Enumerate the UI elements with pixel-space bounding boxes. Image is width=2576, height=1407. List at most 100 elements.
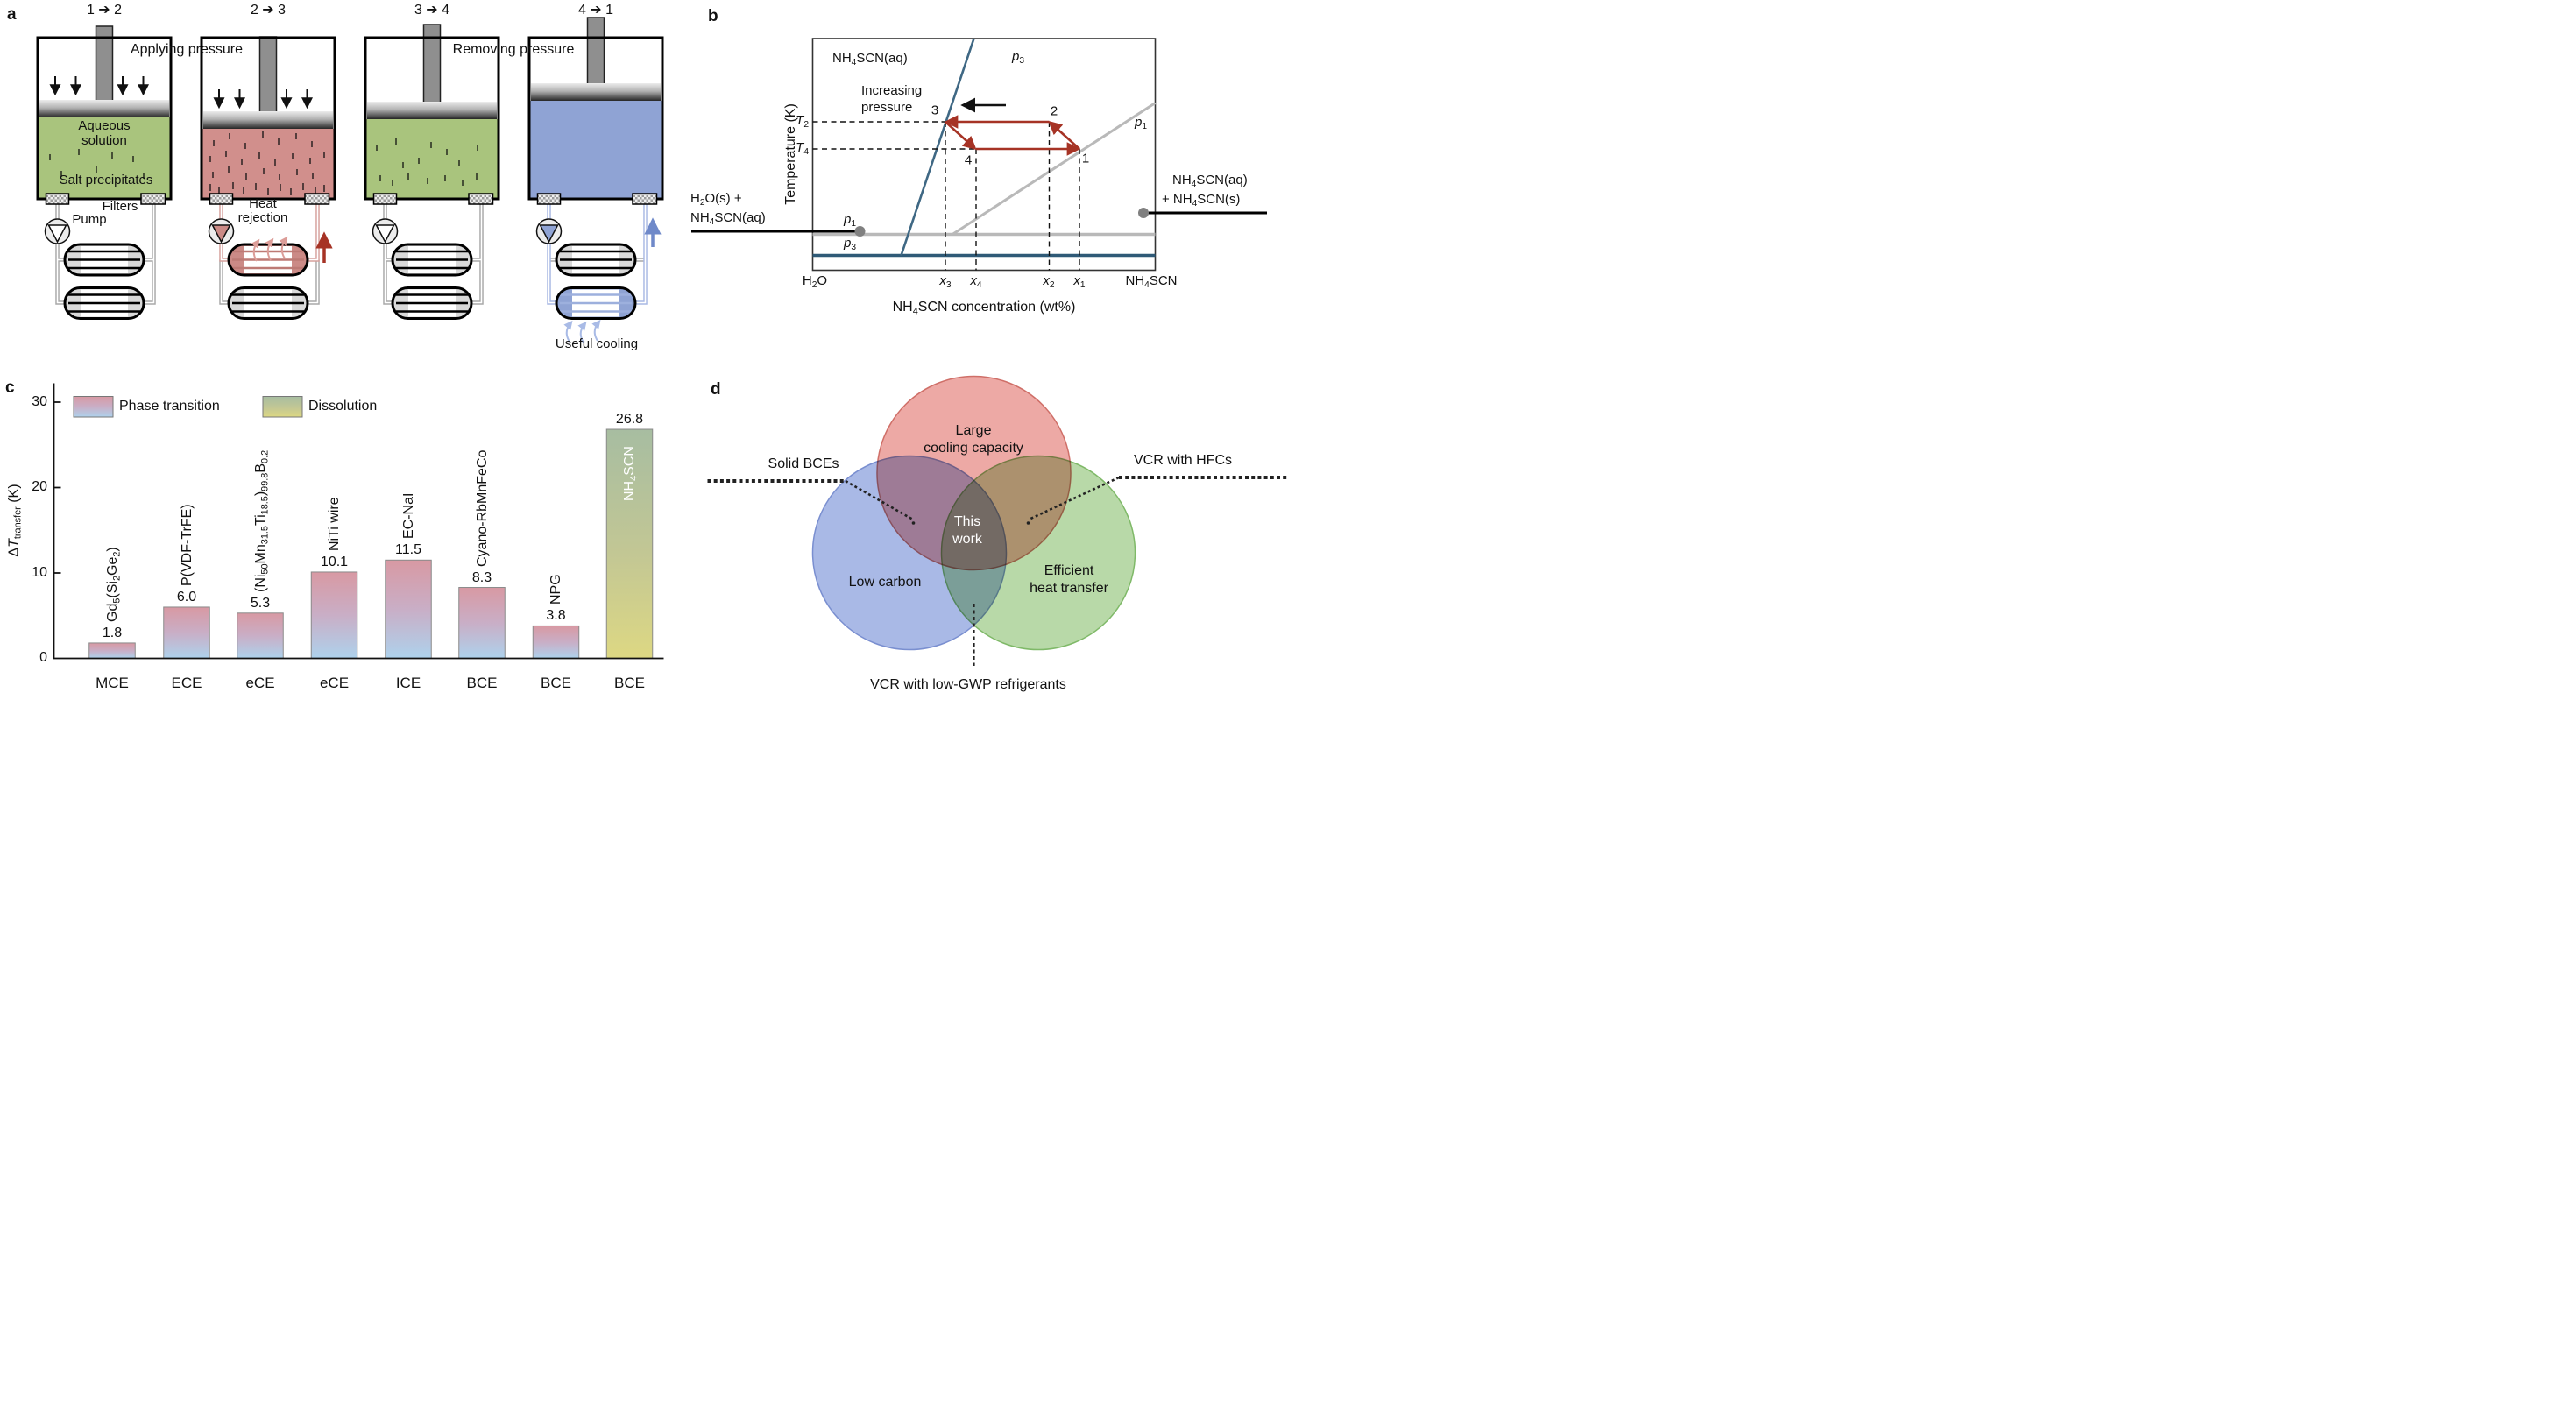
- bar-BCE-5: [458, 587, 506, 660]
- bar-category-3: eCE: [319, 675, 350, 691]
- plot-frame: [811, 38, 1157, 272]
- bar-material-3: NiTi wire: [327, 497, 342, 551]
- x-axis-title: NH4SCN concentration (wt%): [892, 300, 1076, 317]
- bar-category-1: ECE: [171, 675, 202, 691]
- bar-ECE-1: [163, 606, 210, 660]
- filter-right: [468, 193, 494, 205]
- bar-value-1: 6.0: [176, 589, 197, 605]
- venn-label-this-work-2: work: [952, 532, 982, 547]
- annotation-pointers: [707, 476, 1288, 666]
- bar-value-4: 11.5: [395, 542, 421, 558]
- point-1-label: 1: [1081, 151, 1090, 166]
- panel-b-phase-diagram: b Temperature (K) NH4SCN(aq) Increasing …: [690, 0, 1288, 377]
- bar-material-5: Cyano-RbMnFeCo: [474, 449, 490, 567]
- panel-c-bar-chart: c ΔTtransfer (K) 0 10 20 30 Phase transi…: [0, 377, 692, 704]
- piston-rod: [586, 17, 605, 90]
- bar-value-5: 8.3: [471, 569, 492, 585]
- bar-material-4: EC-NaI: [400, 492, 416, 540]
- pressure-down-arrows: [213, 89, 313, 110]
- heat-exchanger-2: [227, 286, 309, 320]
- legend-label-phase-transition: Phase transition: [119, 399, 220, 414]
- figure: a 1 ➔ 2 2 ➔ 3 3 ➔ 4 4 ➔ 1 Applying press…: [0, 0, 1288, 704]
- bar-category-6: BCE: [541, 675, 571, 691]
- T2-label: T2: [796, 112, 809, 130]
- heat-rejection-label: Heat: [249, 196, 277, 211]
- panel-a-cycle-schematic: a 1 ➔ 2 2 ➔ 3 3 ➔ 4 4 ➔ 1 Applying press…: [0, 0, 692, 377]
- bar-value-2: 5.3: [250, 595, 271, 611]
- piston-head: [531, 83, 661, 101]
- y-axis-ticks: [53, 401, 61, 574]
- aqueous-solution-label: Aqueous: [78, 118, 131, 133]
- panel-c-letter: c: [5, 378, 15, 397]
- region-label-nh4scn-aq: NH4SCN(aq): [832, 51, 908, 68]
- hot-solution-pink: [202, 129, 334, 198]
- p3-isobar-label: p3: [843, 235, 857, 252]
- salt-precipitate-dashes: [49, 149, 145, 179]
- filter-left: [536, 193, 562, 205]
- piston-unit-3: [364, 24, 500, 320]
- heat-rejection-label-2: rejection: [237, 210, 288, 225]
- x1-tick-label: x1: [1073, 273, 1086, 291]
- applying-pressure-label: Applying pressure: [130, 42, 244, 57]
- pump-icon: [208, 218, 235, 244]
- annotation-vcr-with-hfcs: VCR with HFCs: [1133, 453, 1233, 468]
- venn-label-efficient-heat-transfer: Efficient: [1044, 563, 1094, 578]
- point-4-label: 4: [964, 152, 973, 168]
- piston-head: [203, 111, 333, 129]
- step-label-2-3: 2 ➔ 3: [250, 3, 287, 18]
- bar-value-0: 1.8: [102, 625, 123, 640]
- bar-category-0: MCE: [96, 675, 129, 691]
- point-2-label: 2: [1050, 103, 1058, 119]
- venn-label-efficient-heat-transfer-2: heat transfer: [1030, 581, 1108, 596]
- venn-label-large-cooling-2: cooling capacity: [924, 441, 1023, 456]
- bar-category-7: BCE: [614, 675, 645, 691]
- bar-value-3: 10.1: [320, 554, 349, 569]
- pump-label: Pump: [72, 212, 107, 227]
- left-phase-annotation-2: NH4SCN(aq): [690, 210, 766, 228]
- aqueous-solution-green: [39, 117, 170, 198]
- x3-tick-label: x3: [939, 273, 952, 291]
- step-label-3-4: 3 ➔ 4: [414, 3, 450, 18]
- right-phase-annotation: NH4SCN(aq): [1172, 173, 1248, 190]
- thermodynamic-cycle-arrows: [944, 115, 1081, 156]
- piston-unit-1: [36, 25, 173, 320]
- right-phase-annotation-2: + NH4SCN(s): [1162, 192, 1241, 209]
- bar-material-6: NPG: [548, 574, 563, 605]
- bar-material-2: (Ni50Mn31.5Ti18.5)99.8B0.2: [252, 449, 270, 592]
- annotation-solid-bces: Solid BCEs: [768, 456, 839, 471]
- ytick-30: 30: [32, 394, 47, 410]
- p3-boundary-label: p3: [1011, 48, 1025, 66]
- bar-eCE-3: [310, 571, 358, 659]
- panel-b-letter: b: [708, 7, 718, 25]
- bar-ICE-4: [385, 559, 432, 659]
- filter-left: [209, 193, 234, 205]
- panel-b-plot: [691, 38, 1267, 272]
- bar-value-7: 26.8: [615, 412, 644, 427]
- p1-boundary-label: p1: [1134, 114, 1148, 131]
- cold-solution-blue: [530, 101, 662, 198]
- pointer-dot-right: [1026, 521, 1030, 525]
- heat-exchanger-1: [63, 243, 145, 277]
- x4-tick-label: x4: [970, 273, 982, 291]
- bar-material-0: Gd5(Si2Ge2): [104, 547, 122, 622]
- salt-precipitate-dashes: [209, 131, 325, 195]
- pressure-down-arrows: [49, 76, 149, 96]
- bar-category-4: ICE: [395, 675, 421, 691]
- x-axis-left-end-label: H2O: [802, 273, 828, 291]
- bars-group: [88, 428, 654, 660]
- legend-label-dissolution: Dissolution: [308, 399, 378, 414]
- left-phase-annotation: H2O(s) +: [690, 191, 742, 209]
- aqueous-solution-label-2: solution: [81, 133, 127, 148]
- panel-d-drawing: [707, 375, 1288, 666]
- bar-BCE-7: [605, 428, 654, 660]
- heat-rejection-waves-icon: [251, 236, 288, 262]
- bar-BCE-6: [532, 625, 580, 659]
- bar-value-6: 3.8: [546, 608, 566, 624]
- p1-isobar-label: p1: [843, 211, 857, 229]
- filter-left: [45, 193, 70, 205]
- pump-icon: [44, 218, 71, 244]
- heat-exchanger-1: [555, 243, 637, 277]
- heat-exchanger-1: [391, 243, 473, 277]
- bar-category-2: eCE: [245, 675, 275, 691]
- bar-category-5: BCE: [466, 675, 498, 691]
